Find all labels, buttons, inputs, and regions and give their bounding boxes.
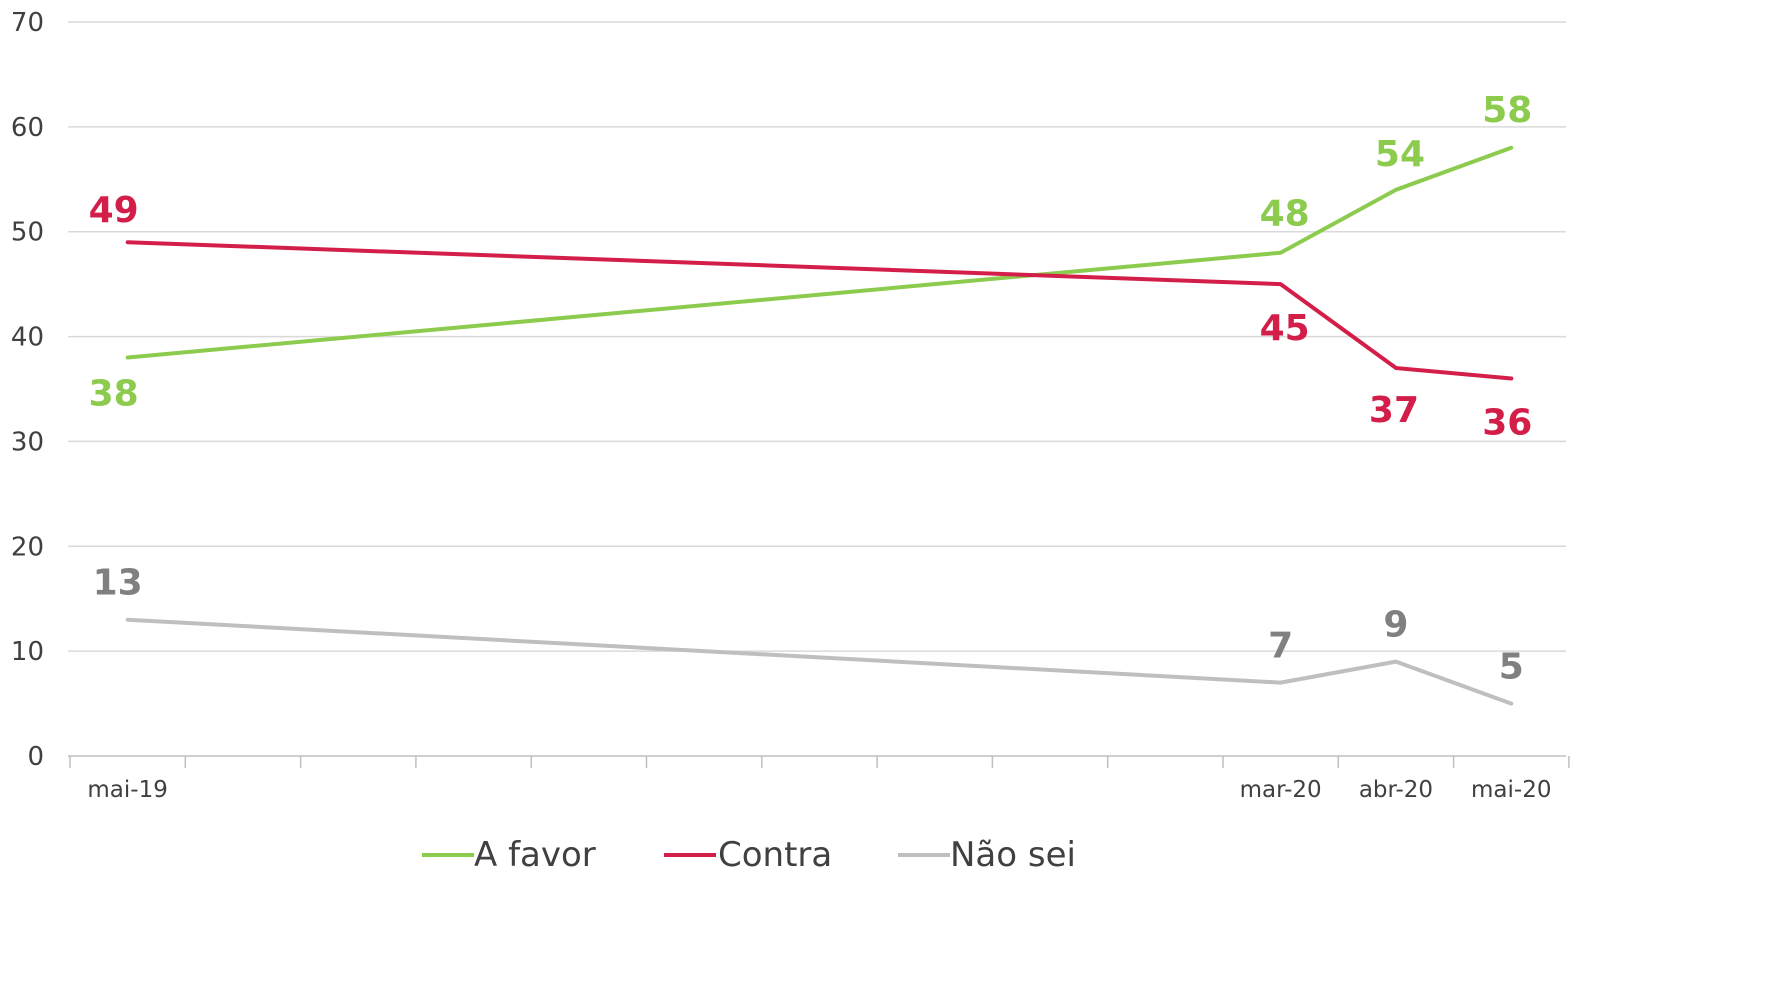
series-line-n-o-sei [125,617,1514,706]
legend-label: Contra [718,835,832,875]
x-tick-label: mai-19 [87,777,167,803]
y-tick-label: 30 [11,427,44,457]
data-label: 49 [89,190,139,231]
legend-item: Contra [664,835,832,875]
y-tick-label: 70 [11,8,44,38]
data-label: 54 [1375,134,1425,175]
y-tick-label: 40 [11,323,44,353]
x-tick-label: mai-20 [1471,777,1551,803]
data-label: 48 [1260,194,1310,235]
axes: 0 10 20 30 40 50 60 70 mai-19 mar-20 abr-20 mai-20 [11,8,1570,803]
data-label: 38 [89,374,139,415]
data-label: 45 [1260,308,1310,349]
series-lines [125,145,1514,706]
data-label: 36 [1482,403,1532,444]
legend-label: A favor [474,835,596,875]
legend: A favor Contra Não sei [422,835,1076,875]
gridlines [68,21,1566,652]
data-label: 7 [1268,626,1293,667]
legend-item: A favor [422,835,596,875]
legend-item: Não sei [898,835,1076,875]
data-label: 9 [1383,605,1408,646]
y-tick-label: 0 [27,742,44,772]
x-tick-label: mar-20 [1240,777,1322,803]
data-label: 5 [1499,647,1524,688]
data-label: 13 [93,563,143,604]
y-tick-label: 50 [11,218,44,248]
series-line-a-favor [125,145,1514,360]
data-label: 58 [1482,90,1532,131]
y-tick-label: 20 [11,532,44,562]
x-tick-label: abr-20 [1359,777,1433,803]
y-tick-label: 10 [11,637,44,667]
series-line-contra [125,240,1514,381]
y-tick-label: 60 [11,113,44,143]
data-labels: 38 48 54 58 49 45 37 36 13 7 9 5 [89,90,1533,688]
legend-label: Não sei [950,835,1076,875]
data-label: 37 [1369,390,1419,431]
